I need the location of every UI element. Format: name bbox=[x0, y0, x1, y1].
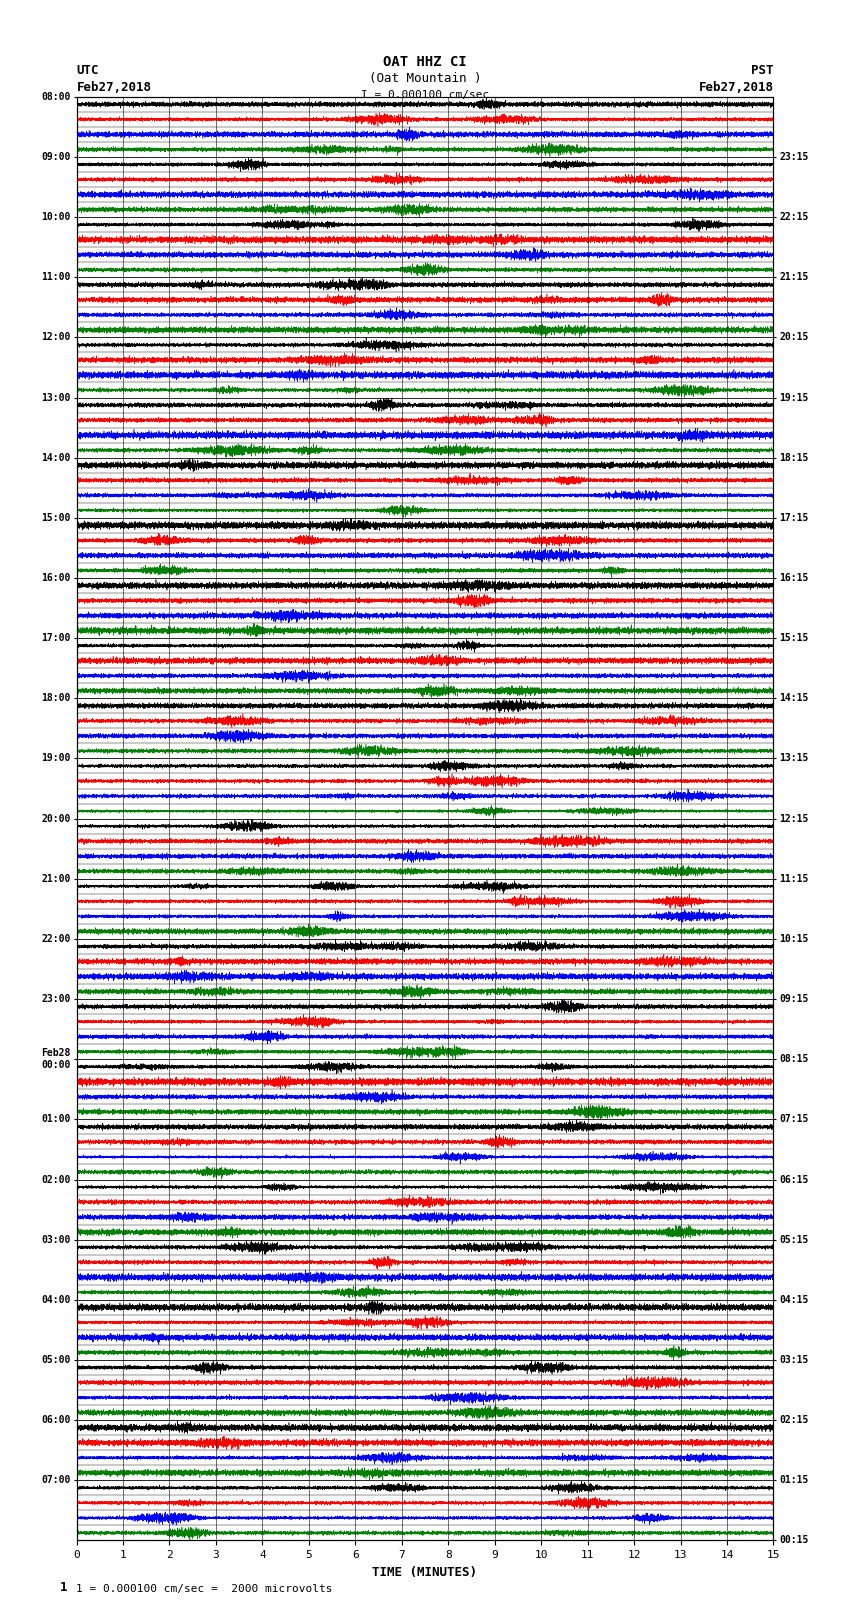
Text: Feb27,2018: Feb27,2018 bbox=[699, 81, 774, 94]
Text: Feb27,2018: Feb27,2018 bbox=[76, 81, 151, 94]
X-axis label: TIME (MINUTES): TIME (MINUTES) bbox=[372, 1566, 478, 1579]
Text: OAT HHZ CI: OAT HHZ CI bbox=[383, 55, 467, 69]
Text: (Oat Mountain ): (Oat Mountain ) bbox=[369, 73, 481, 85]
Text: 1 = 0.000100 cm/sec =  2000 microvolts: 1 = 0.000100 cm/sec = 2000 microvolts bbox=[76, 1584, 333, 1594]
Text: PST: PST bbox=[751, 65, 774, 77]
Text: I = 0.000100 cm/sec: I = 0.000100 cm/sec bbox=[361, 90, 489, 100]
Text: UTC: UTC bbox=[76, 65, 99, 77]
Text: 1: 1 bbox=[60, 1581, 67, 1594]
